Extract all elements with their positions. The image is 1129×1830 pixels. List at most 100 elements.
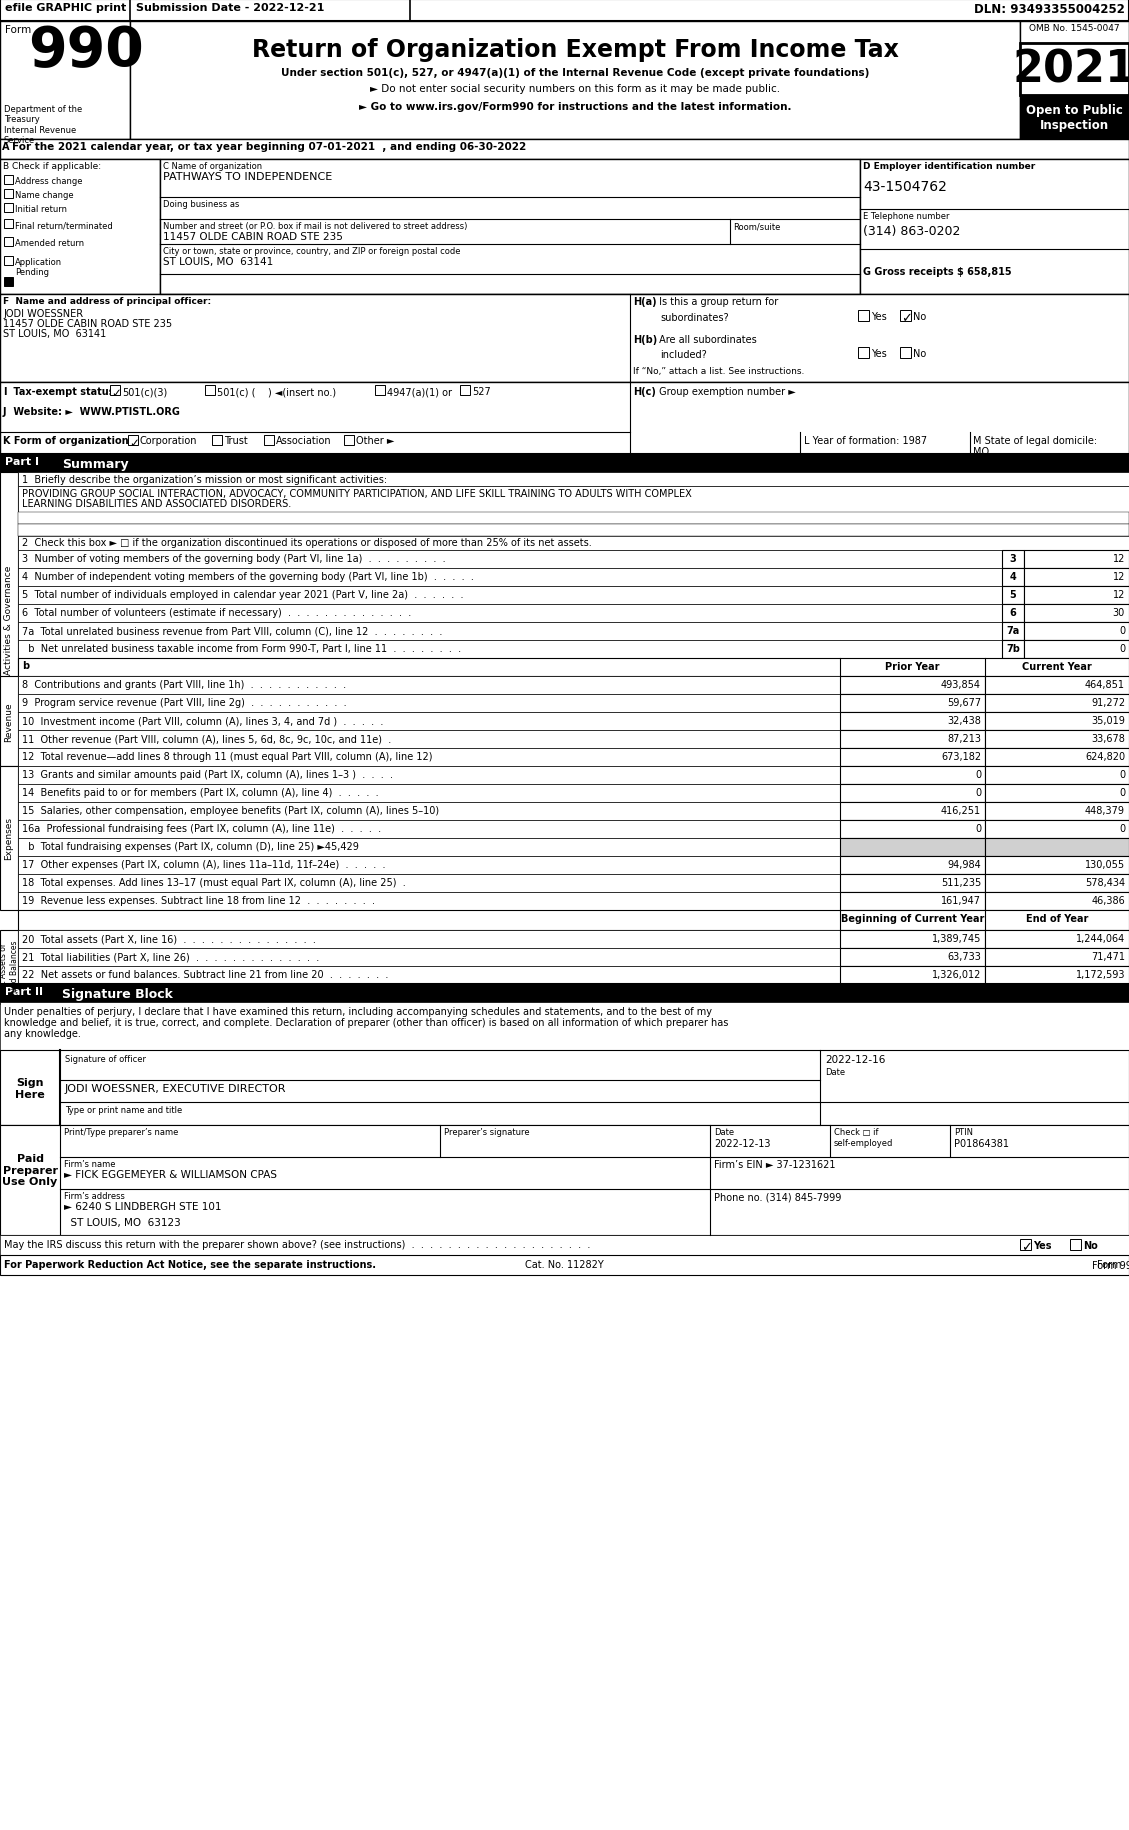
Text: Department of the
Treasury
Internal Revenue
Service: Department of the Treasury Internal Reve… [5,104,82,145]
Text: Other ►: Other ► [356,436,394,447]
Text: 11457 OLDE CABIN ROAD STE 235: 11457 OLDE CABIN ROAD STE 235 [163,232,343,242]
Bar [5,220,14,229]
Bar [984,875,1129,893]
Bar [18,569,1003,587]
Text: 2021: 2021 [1012,48,1129,92]
Text: Form: Form [1097,1259,1124,1270]
Bar [840,875,984,893]
Bar [0,1125,1129,1235]
Text: If “No,” attach a list. See instructions.: If “No,” attach a list. See instructions… [633,366,804,375]
Bar [0,0,1129,22]
Bar [18,785,840,803]
Bar [984,820,1129,838]
Text: Yes: Yes [1033,1241,1051,1250]
Bar [18,911,1129,930]
Text: OMB No. 1545-0047: OMB No. 1545-0047 [1029,24,1119,33]
Text: 19  Revenue less expenses. Subtract line 18 from line 12  .  .  .  .  .  .  .  .: 19 Revenue less expenses. Subtract line … [21,895,375,906]
Bar [840,803,984,820]
Bar [18,893,840,911]
Text: 7b: 7b [1006,644,1019,653]
Bar [18,640,1003,659]
Text: subordinates?: subordinates? [660,313,728,322]
Bar [1024,569,1129,587]
Text: Check □ if: Check □ if [834,1127,878,1136]
Text: Firm’s EIN ► 37-1231621: Firm’s EIN ► 37-1231621 [714,1160,835,1169]
Bar [18,587,1003,604]
Text: 624,820: 624,820 [1085,752,1124,761]
Text: 10  Investment income (Part VIII, column (A), lines 3, 4, and 7d )  .  .  .  .  : 10 Investment income (Part VIII, column … [21,716,384,727]
Text: 4: 4 [1009,571,1016,582]
Bar [1024,622,1129,640]
Text: self-employed: self-employed [834,1138,893,1147]
Text: 18  Total expenses. Add lines 13–17 (must equal Part IX, column (A), line 25)  .: 18 Total expenses. Add lines 13–17 (must… [21,878,405,888]
Bar [0,139,1129,159]
Text: Signature of officer: Signature of officer [65,1054,146,1063]
Bar [18,930,840,948]
Bar [18,604,1003,622]
Text: End of Year: End of Year [1026,913,1088,924]
Text: For Paperwork Reduction Act Notice, see the separate instructions.: For Paperwork Reduction Act Notice, see … [5,1259,376,1270]
Bar [1024,551,1129,569]
Bar [984,856,1129,875]
Text: knowledge and belief, it is true, correct, and complete. Declaration of preparer: knowledge and belief, it is true, correc… [5,1017,728,1027]
Text: K Form of organization:: K Form of organization: [3,436,132,447]
Text: 13  Grants and similar amounts paid (Part IX, column (A), lines 1–3 )  .  .  .  : 13 Grants and similar amounts paid (Part… [21,770,393,780]
Text: PATHWAYS TO INDEPENDENCE: PATHWAYS TO INDEPENDENCE [163,172,332,181]
Text: Yes: Yes [870,350,886,359]
Text: JODI WOESSNER, EXECUTIVE DIRECTOR: JODI WOESSNER, EXECUTIVE DIRECTOR [65,1083,287,1093]
Bar [130,22,1019,139]
Bar [0,295,1129,382]
Text: DLN: 93493355004252: DLN: 93493355004252 [974,4,1124,16]
Text: Is this a group return for: Is this a group return for [656,296,778,307]
Text: H(b): H(b) [633,335,657,344]
Text: 6  Total number of volunteers (estimate if necessary)  .  .  .  .  .  .  .  .  .: 6 Total number of volunteers (estimate i… [21,608,411,619]
Bar [840,930,984,948]
Text: I: I [3,386,7,397]
Bar [5,176,14,185]
Bar [1019,22,1129,44]
Text: Sign
Here: Sign Here [15,1078,45,1100]
Text: 501(c) (    ) ◄(insert no.): 501(c) ( ) ◄(insert no.) [217,386,336,397]
Text: Number and street (or P.O. box if mail is not delivered to street address): Number and street (or P.O. box if mail i… [163,221,467,231]
Bar [0,1255,1129,1276]
Text: 32,438: 32,438 [947,716,981,727]
Text: PTIN: PTIN [954,1127,973,1136]
Text: 511,235: 511,235 [940,878,981,888]
Bar [460,386,470,395]
Bar [858,311,869,322]
Text: 63,733: 63,733 [947,952,981,961]
Text: 8  Contributions and grants (Part VIII, line 1h)  .  .  .  .  .  .  .  .  .  .  : 8 Contributions and grants (Part VIII, l… [21,679,347,690]
Text: B Check if applicable:: B Check if applicable: [3,161,102,170]
Text: May the IRS discuss this return with the preparer shown above? (see instructions: May the IRS discuss this return with the… [5,1239,590,1250]
Bar [0,1235,1129,1255]
Text: Net Assets or
Fund Balances: Net Assets or Fund Balances [0,941,19,996]
Text: b  Net unrelated business taxable income from Form 990-T, Part I, line 11  .  . : b Net unrelated business taxable income … [21,644,461,653]
Bar [0,382,1129,454]
Text: 3: 3 [1009,554,1016,564]
Text: No: No [913,350,926,359]
Bar [984,712,1129,730]
Bar [0,1003,1129,1050]
Text: 12: 12 [1112,589,1124,600]
Bar [5,278,14,287]
Bar [375,386,385,395]
Bar [18,875,840,893]
Text: Tax-exempt status:: Tax-exempt status: [10,386,119,397]
Text: F  Name and address of principal officer:: F Name and address of principal officer: [3,296,211,306]
Text: b  Total fundraising expenses (Part IX, column (D), line 25) ►45,429: b Total fundraising expenses (Part IX, c… [21,842,359,851]
Text: Under penalties of perjury, I declare that I have examined this return, includin: Under penalties of perjury, I declare th… [5,1007,712,1016]
Bar [1003,587,1024,604]
Text: 15  Salaries, other compensation, employee benefits (Part IX, column (A), lines : 15 Salaries, other compensation, employe… [21,805,439,816]
Text: Room/suite: Room/suite [733,221,780,231]
Bar [984,695,1129,712]
Text: For the 2021 calendar year, or tax year beginning 07-01-2021  , and ending 06-30: For the 2021 calendar year, or tax year … [12,143,526,152]
Bar [840,966,984,985]
Bar [0,767,18,911]
Bar [18,948,840,966]
Text: ST LOUIS, MO  63141: ST LOUIS, MO 63141 [163,256,273,267]
Text: Doing business as: Doing business as [163,199,239,209]
Bar [5,238,14,247]
Bar [984,966,1129,985]
Text: Paid
Preparer
Use Only: Paid Preparer Use Only [2,1153,58,1186]
Bar [0,930,18,1005]
